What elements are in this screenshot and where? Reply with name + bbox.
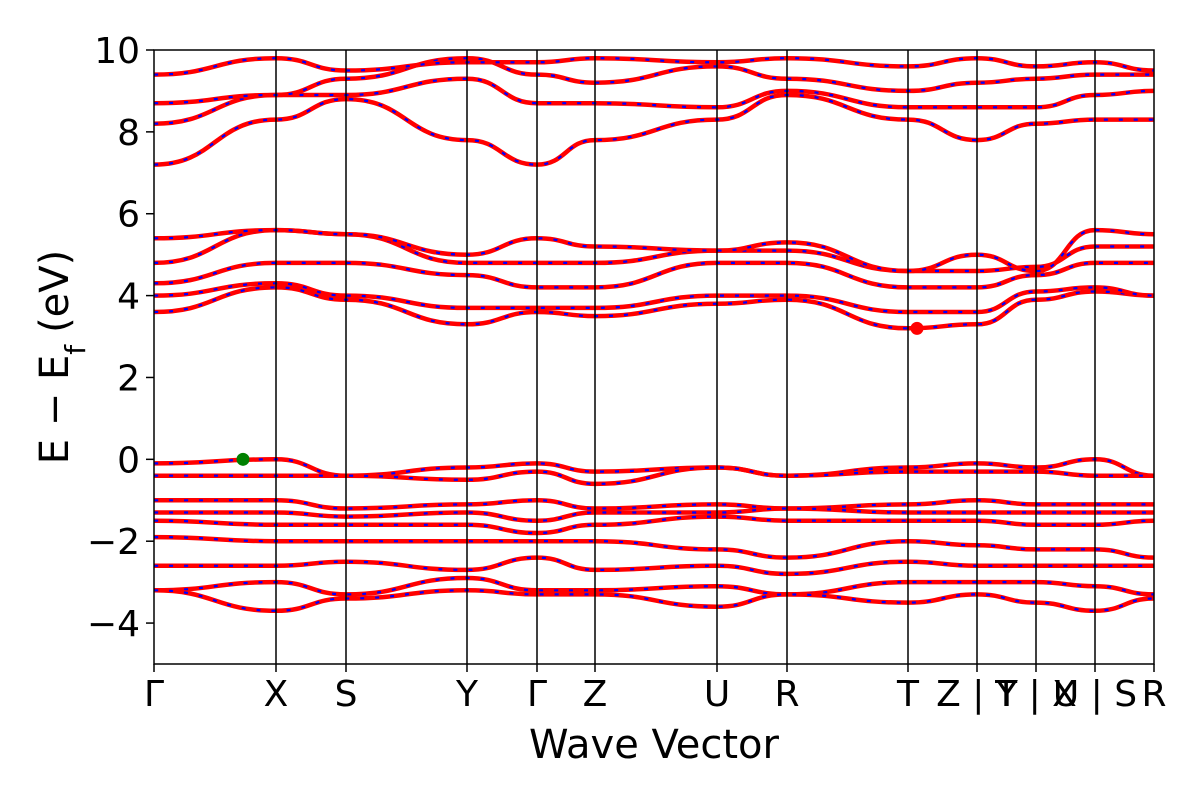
x-tick-label-6: U [704, 674, 730, 715]
y-axis-label-base: E − E [32, 355, 78, 465]
y-tick-label-5: 6 [117, 195, 140, 236]
x-tick-label-2: S [335, 674, 358, 715]
x-tick-label-11: U | S [1053, 674, 1137, 715]
band-line-11 [154, 498, 1154, 511]
x-tick-label-5: Z [583, 674, 608, 715]
x-tick-label-1: X [264, 674, 289, 715]
band-line-2-overlay [154, 57, 1154, 105]
x-tick-label-7: R [774, 674, 799, 715]
y-axis: −4 −2 0 2 4 6 8 10 [87, 31, 154, 645]
band-line-16-overlay [154, 576, 1154, 596]
band-line-13-overlay [154, 515, 1154, 535]
y-tick-label-7: 10 [94, 31, 140, 72]
band-line-4-overlay [154, 286, 1154, 330]
cbm-marker [910, 321, 924, 335]
y-axis-label-sub: f [59, 344, 92, 355]
y-tick-label-3: 2 [117, 358, 140, 399]
vbm-marker [236, 452, 250, 466]
x-tick-label-0: Γ [144, 674, 164, 715]
band-line-17 [154, 588, 1154, 614]
plot-frame [153, 49, 1155, 665]
band-line-0-overlay [154, 93, 1154, 166]
y-tick-label-6: 8 [117, 113, 140, 154]
kpoint-lines-layer [275, 50, 1096, 664]
x-tick-label-9: Z | Y [936, 674, 1019, 715]
y-tick-label-1: −2 [87, 522, 140, 563]
band-line-6-overlay [154, 261, 1154, 289]
band-line-12 [154, 506, 1154, 523]
x-tick-label-10: T | X [994, 674, 1077, 715]
band-line-1 [154, 76, 1154, 126]
band-line-8-overlay [154, 228, 1154, 273]
y-tick-label-4: 4 [117, 277, 140, 318]
x-tick-label-8: T [896, 674, 920, 715]
y-axis-label: E − Ef (eV) [32, 250, 92, 465]
band-line-14-overlay [154, 536, 1154, 559]
x-tick-label-3: Y [455, 674, 479, 715]
y-tick-label-0: −4 [87, 604, 140, 645]
y-axis-label-unit: (eV) [32, 250, 78, 333]
x-tick-label-4: Γ [527, 674, 547, 715]
band-line-10-overlay [154, 466, 1154, 486]
band-line-15 [154, 555, 1154, 577]
band-line-3-overlay [154, 57, 1154, 76]
band-line-5-overlay [154, 282, 1154, 314]
y-tick-label-2: 0 [117, 440, 140, 481]
markers-layer [236, 321, 924, 466]
x-axis-label: Wave Vector [529, 722, 780, 768]
x-tick-label-12: R [1141, 674, 1166, 715]
